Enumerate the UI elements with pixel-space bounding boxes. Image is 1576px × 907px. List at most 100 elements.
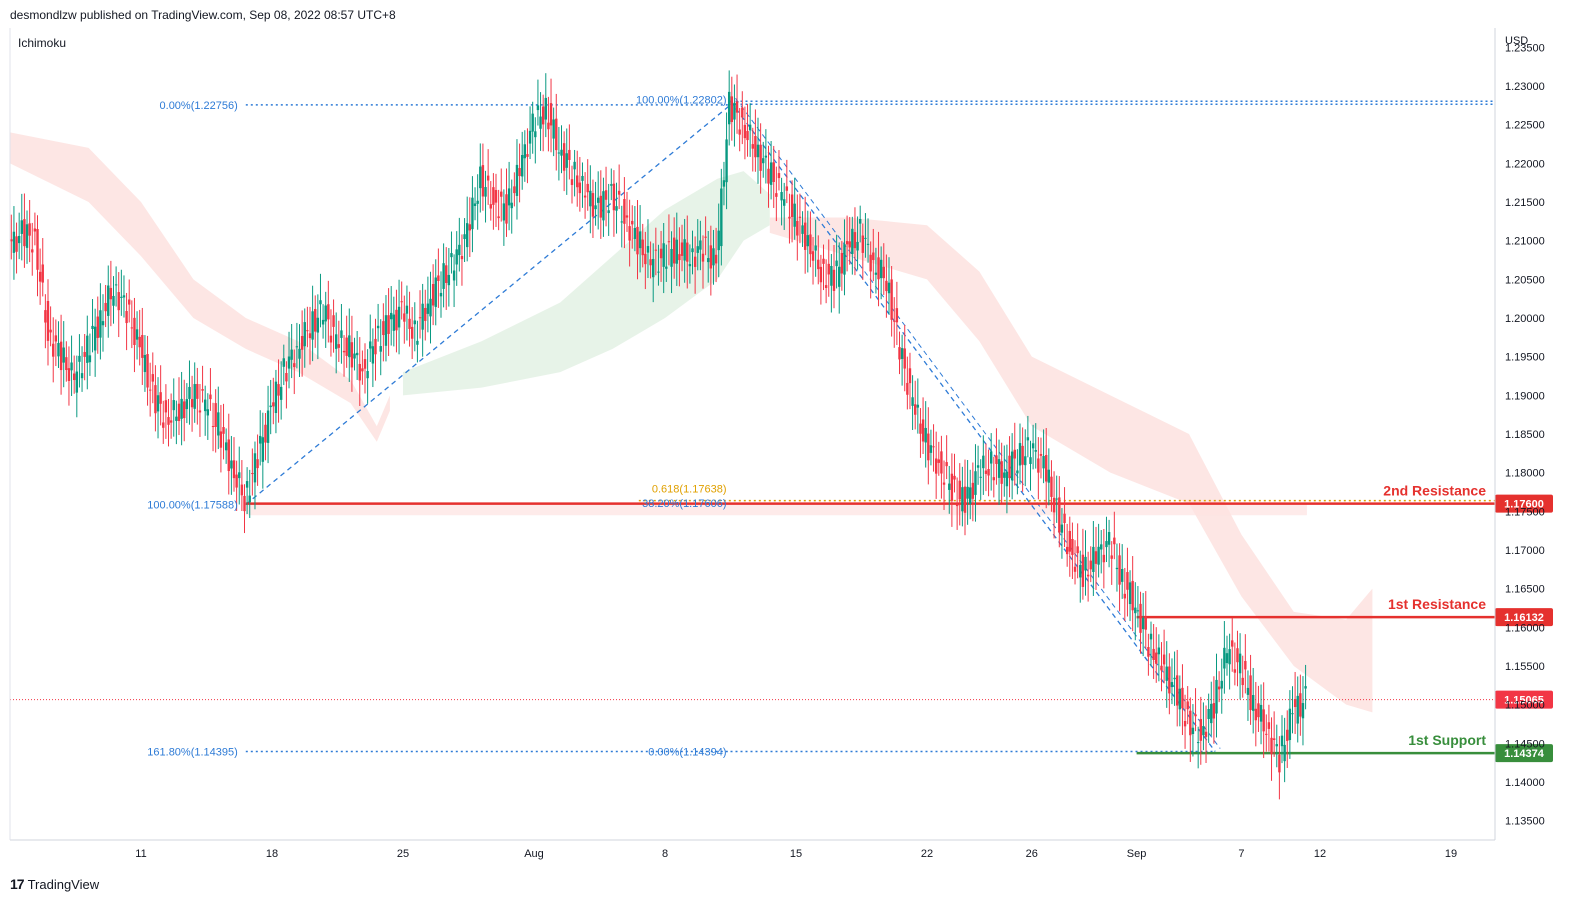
- candle-body: [429, 298, 432, 317]
- candle-body: [1254, 708, 1258, 721]
- candle-body: [70, 362, 73, 371]
- y-tick-label: 1.16000: [1505, 622, 1545, 634]
- x-tick-label: 12: [1314, 848, 1326, 860]
- indicator-label[interactable]: Ichimoku: [18, 36, 67, 50]
- fib-label-382: 38.20%(1.17606): [642, 498, 726, 510]
- candle-body: [1100, 544, 1103, 550]
- candle-body: [591, 193, 595, 217]
- candle-body: [154, 385, 157, 414]
- candle-body: [1144, 616, 1147, 630]
- candle-body: [720, 188, 723, 247]
- candle-body: [1286, 729, 1289, 741]
- candle-body: [644, 253, 647, 265]
- candle-body: [921, 419, 925, 442]
- y-tick-label: 1.17500: [1505, 506, 1545, 518]
- candle-body: [133, 317, 136, 346]
- candle-body: [1186, 701, 1189, 710]
- candle-body: [995, 455, 998, 464]
- candle-body: [929, 445, 933, 453]
- candle-body: [1115, 567, 1119, 570]
- candle-body: [1126, 572, 1129, 590]
- candle-body: [10, 239, 13, 242]
- candle-body: [686, 242, 689, 262]
- candle-body: [932, 446, 935, 448]
- candle-body: [717, 230, 720, 251]
- candle-body: [44, 310, 47, 323]
- candle-body: [75, 371, 79, 393]
- candle-body: [327, 304, 330, 320]
- candle-body: [371, 346, 375, 364]
- candle-body: [1042, 456, 1045, 469]
- candle-body: [908, 368, 912, 384]
- candle-body: [578, 182, 582, 194]
- candle-body: [408, 318, 411, 329]
- candle-body: [809, 234, 812, 255]
- candle-body: [987, 469, 990, 476]
- candle-body: [1136, 610, 1140, 612]
- candle-body: [1152, 648, 1155, 661]
- candle-body: [261, 437, 265, 462]
- candle-body: [238, 472, 241, 479]
- candle-body: [175, 416, 178, 421]
- candle-body: [971, 482, 975, 499]
- candle-body: [824, 285, 828, 288]
- candle-body: [733, 102, 736, 120]
- candle-body: [107, 285, 110, 316]
- candle-body: [366, 371, 369, 379]
- candle-body: [167, 417, 170, 425]
- candle-body: [298, 348, 301, 359]
- candle-body: [316, 317, 320, 333]
- candle-body: [840, 253, 844, 274]
- ichimoku-cloud-band: [769, 217, 1373, 713]
- fib-label-0-down: 0.00%(1.14394): [648, 747, 726, 759]
- candle-body: [853, 232, 857, 249]
- candle-body: [308, 333, 312, 339]
- candle-body: [544, 97, 547, 120]
- candle-body: [1275, 744, 1278, 747]
- candle-body: [17, 235, 21, 244]
- ichimoku-cloud-band: [403, 171, 770, 396]
- candle-body: [259, 435, 262, 444]
- candle-body: [33, 228, 37, 232]
- candle-body: [1293, 699, 1297, 708]
- y-tick-label: 1.20000: [1505, 313, 1545, 325]
- candle-body: [264, 424, 267, 443]
- candle-body: [143, 354, 147, 373]
- y-tick-label: 1.15000: [1505, 700, 1545, 712]
- candle-body: [1267, 722, 1271, 729]
- candle-body: [759, 144, 762, 171]
- candle-body: [169, 420, 173, 423]
- tradingview-logo[interactable]: 17 TradingView: [10, 876, 99, 892]
- candle-body: [1178, 688, 1182, 710]
- candle-body: [727, 91, 731, 125]
- candle-body: [1288, 708, 1292, 741]
- candle-body: [382, 321, 385, 336]
- candle-body: [1026, 437, 1030, 441]
- candle-body: [1299, 693, 1302, 717]
- candle-body: [610, 184, 613, 186]
- candle-body: [426, 303, 430, 314]
- candle-body: [46, 300, 50, 341]
- candle-body: [662, 243, 665, 267]
- candle-body: [814, 245, 817, 251]
- candle-body: [130, 327, 134, 329]
- candle-body: [963, 486, 967, 513]
- candle-body: [969, 487, 972, 505]
- candle-body: [738, 129, 741, 135]
- candle-body: [1259, 704, 1263, 722]
- candle-body: [20, 220, 23, 234]
- candle-body: [811, 251, 815, 261]
- candle-body: [57, 343, 60, 357]
- candle-body: [838, 266, 841, 287]
- candle-body: [311, 311, 314, 340]
- x-tick-label: 8: [662, 848, 668, 860]
- candle-body: [754, 135, 757, 158]
- candle-body: [1084, 556, 1087, 571]
- candle-body: [86, 335, 89, 363]
- candle-body: [1003, 472, 1006, 478]
- candle-body: [1123, 593, 1127, 599]
- candle-body: [1092, 546, 1095, 573]
- candle-body: [345, 337, 348, 356]
- attribution-text: desmondlzw published on TradingView.com,…: [10, 8, 396, 22]
